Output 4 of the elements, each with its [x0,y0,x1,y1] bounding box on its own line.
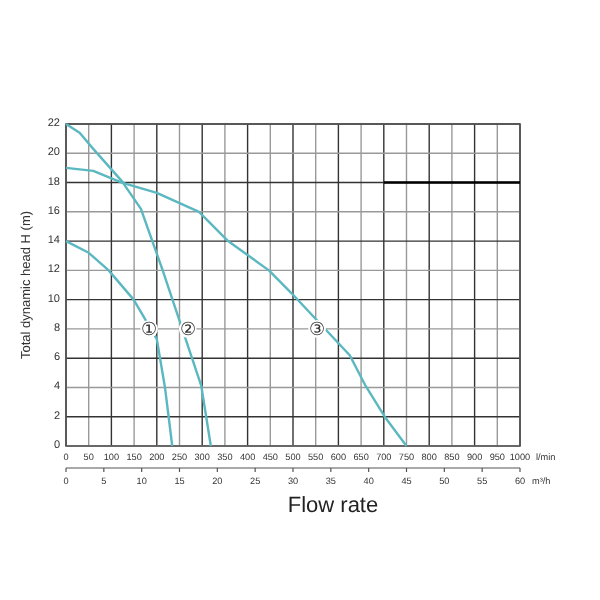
x-axis-title: Flow rate [287,494,379,518]
annotation: ② [179,318,196,339]
annotation: ① [141,318,158,339]
annotation: ③ [309,318,326,339]
